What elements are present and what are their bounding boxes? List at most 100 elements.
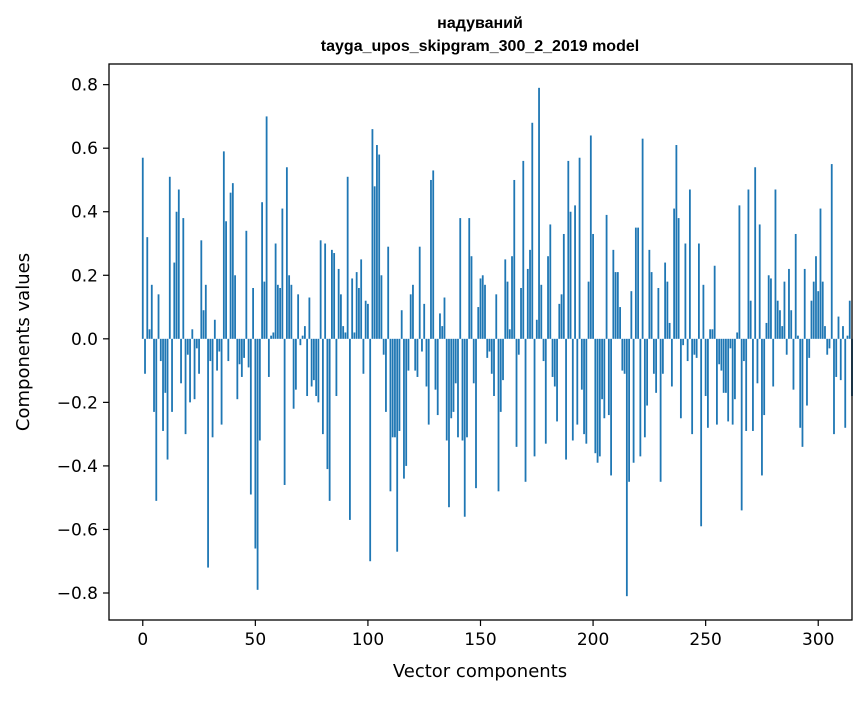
x-tick-label: 0 (137, 630, 148, 650)
x-tick-label: 150 (464, 630, 496, 650)
bar (204, 284, 207, 339)
bar (450, 338, 453, 419)
bar (598, 338, 601, 457)
bar (513, 179, 516, 339)
bar (826, 338, 829, 355)
bar (146, 237, 149, 339)
bar (171, 338, 173, 412)
bar (267, 338, 270, 377)
y-axis-ticks: −0.8 −0.6 −0.4 −0.2 0.0 0.2 0.4 0.6 0.8 (57, 76, 109, 604)
bar (517, 338, 520, 355)
bar (542, 338, 545, 362)
bar (502, 338, 504, 381)
bar (758, 224, 761, 339)
bar (661, 338, 664, 374)
bar (463, 338, 466, 517)
bar (817, 291, 820, 339)
bar (279, 287, 282, 339)
bar (378, 154, 381, 339)
bar (407, 338, 410, 371)
bar (457, 338, 459, 438)
bar (574, 205, 576, 339)
bar (589, 135, 592, 339)
bar (619, 307, 621, 339)
x-tick-label: 50 (245, 630, 267, 650)
y-tick-label: 0.0 (71, 330, 98, 350)
bar (792, 338, 795, 390)
bar (756, 338, 759, 384)
x-axis-ticks: 0 50 100 150 200 250 300 (137, 620, 834, 650)
bar (461, 338, 464, 441)
bar (497, 338, 500, 492)
bar (421, 338, 423, 352)
bar (414, 338, 417, 371)
bar (709, 329, 712, 339)
bar (511, 256, 513, 339)
bar (650, 272, 653, 339)
bar (479, 278, 482, 339)
bar (655, 338, 658, 393)
bar (249, 338, 252, 495)
bar (373, 186, 376, 339)
y-tick-label: 0.4 (71, 203, 98, 223)
bar (319, 240, 322, 339)
bar (418, 246, 421, 339)
bar (797, 335, 799, 339)
bar (371, 129, 374, 339)
bar (243, 338, 245, 358)
bar (216, 338, 218, 371)
x-tick-label: 300 (802, 630, 834, 650)
bar (283, 338, 286, 485)
bar (770, 278, 772, 339)
bar (632, 338, 635, 463)
bar (400, 310, 403, 339)
bar (794, 233, 797, 339)
bar (688, 189, 691, 339)
bar (324, 243, 327, 339)
bar (263, 281, 266, 339)
bar (803, 268, 806, 339)
bar (571, 338, 574, 441)
bar (405, 338, 408, 466)
bar (468, 218, 471, 339)
bar (213, 319, 216, 339)
bar (610, 338, 612, 476)
bar (504, 259, 507, 339)
bar (448, 338, 450, 508)
bar (596, 338, 599, 463)
y-tick-label: −0.4 (57, 457, 98, 477)
y-axis-label: Components values (13, 253, 34, 431)
bar (436, 338, 439, 416)
bar (605, 214, 608, 339)
bar (317, 338, 320, 403)
bar (580, 338, 583, 390)
bar (157, 294, 160, 339)
bar (558, 303, 561, 339)
bar (844, 338, 847, 428)
bar (788, 268, 790, 339)
bar (634, 227, 637, 339)
bar (434, 338, 437, 390)
bar (247, 338, 250, 368)
bar (486, 338, 489, 358)
bar (236, 338, 239, 400)
bar (808, 338, 811, 358)
bar (506, 281, 509, 339)
bar (727, 338, 730, 422)
bar (738, 205, 741, 339)
y-tick-label: 0.6 (71, 139, 98, 159)
bar (835, 338, 838, 377)
bar (695, 338, 698, 358)
bar (625, 338, 628, 597)
bar (285, 167, 288, 339)
bar (412, 284, 414, 339)
bar (441, 326, 444, 339)
bar (335, 338, 338, 397)
bar (718, 338, 721, 365)
bar (499, 338, 502, 412)
bar (238, 338, 241, 365)
bar (493, 338, 495, 397)
bar (475, 338, 477, 489)
bar (218, 338, 221, 352)
